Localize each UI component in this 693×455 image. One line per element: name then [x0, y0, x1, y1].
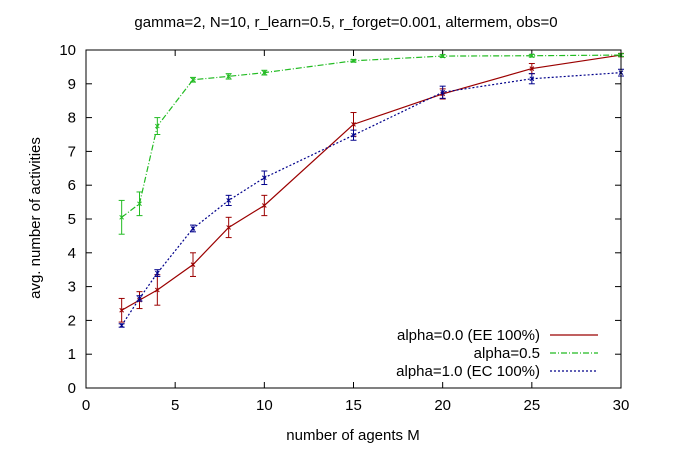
- x-tick-label: 20: [434, 397, 451, 414]
- data-point: [261, 175, 267, 181]
- data-point: [226, 74, 232, 79]
- y-tick-label: 3: [68, 279, 76, 296]
- y-tick-label: 0: [68, 380, 76, 397]
- data-point: [440, 89, 446, 95]
- data-point: [226, 198, 232, 203]
- data-point: [154, 270, 160, 276]
- data-point: [154, 123, 160, 129]
- data-point: [440, 53, 446, 59]
- legend-label: alpha=1.0 (EC 100%): [396, 363, 540, 380]
- x-tick-label: 0: [82, 397, 90, 414]
- y-tick-label: 1: [68, 346, 76, 363]
- legend-label: alpha=0.0 (EE 100%): [397, 327, 540, 344]
- data-point: [261, 70, 267, 75]
- data-point: [119, 323, 125, 328]
- data-point: [529, 66, 535, 71]
- data-point: [190, 262, 196, 267]
- data-point: [529, 76, 535, 82]
- data-point: [154, 287, 160, 293]
- data-point: [351, 58, 356, 64]
- data-point: [226, 225, 232, 230]
- y-tick-label: 8: [68, 110, 76, 127]
- y-axis-label: avg. number of activities: [27, 137, 44, 299]
- legend-label: alpha=0.5: [474, 345, 540, 362]
- plot-frame: [85, 49, 622, 389]
- data-point: [137, 296, 142, 301]
- series-line: [121, 72, 622, 326]
- data-point: [351, 122, 356, 127]
- y-tick-label: 10: [59, 42, 76, 59]
- y-tick-label: 7: [68, 143, 76, 160]
- y-tick-label: 2: [68, 312, 76, 329]
- data-point: [119, 307, 125, 313]
- x-tick-label: 30: [613, 397, 630, 414]
- plot-area: 0 5 10 15 20 25 30 0 1 2 3 4 5 6 7 8 9 10: [59, 42, 629, 414]
- series-1: [118, 52, 624, 235]
- y-tick-label: 5: [68, 211, 76, 228]
- y-tick-label: 4: [68, 245, 76, 262]
- x-tick-label: 10: [256, 397, 273, 414]
- data-point: [351, 132, 356, 138]
- data-point: [190, 77, 196, 83]
- chart-title: gamma=2, N=10, r_learn=0.5, r_forget=0.0…: [134, 14, 557, 31]
- data-point: [190, 226, 196, 231]
- series-2: [118, 68, 624, 328]
- series-line: [121, 54, 622, 218]
- x-axis-label: number of agents M: [286, 427, 419, 444]
- series-0: [118, 52, 624, 323]
- y-tick-label: 9: [68, 76, 76, 93]
- x-tick-label: 15: [345, 397, 362, 414]
- data-point: [137, 201, 142, 207]
- data-point: [261, 203, 267, 208]
- data-point: [119, 214, 125, 220]
- y-tick-label: 6: [68, 177, 76, 194]
- series-line: [121, 54, 622, 311]
- x-tick-label: 5: [171, 397, 179, 414]
- data-point: [529, 53, 535, 59]
- x-tick-label: 25: [523, 397, 540, 414]
